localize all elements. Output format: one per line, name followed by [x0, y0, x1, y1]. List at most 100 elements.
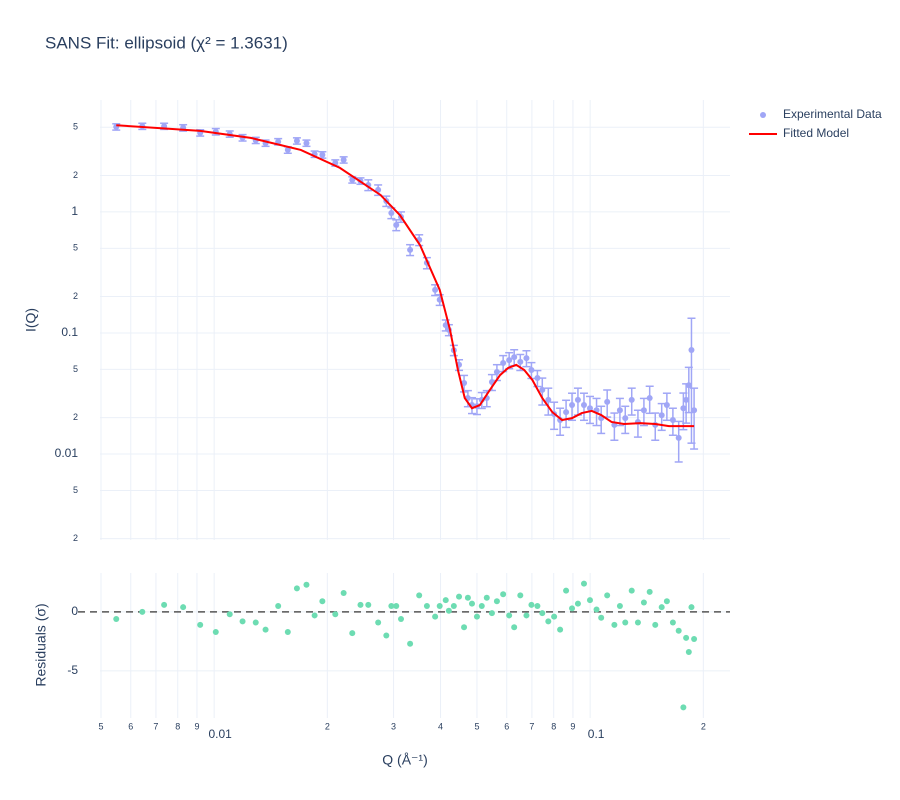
- data-point: [663, 402, 670, 409]
- residual-point: [506, 612, 513, 619]
- error-bar: [690, 387, 699, 450]
- residual-point: [569, 605, 576, 612]
- y-tick-label: 0: [71, 604, 78, 618]
- residual-point: [212, 628, 219, 635]
- residual-point: [468, 600, 475, 607]
- residual-point: [483, 594, 490, 601]
- residual-point: [628, 587, 635, 594]
- residual-point: [397, 615, 404, 622]
- data-point: [675, 434, 682, 441]
- residual-point: [604, 592, 611, 599]
- residual-point: [616, 603, 623, 610]
- residual-point: [534, 603, 541, 610]
- residual-point: [357, 601, 364, 608]
- data-point: [340, 156, 347, 163]
- legend-item: Experimental Data: [760, 107, 882, 121]
- y-tick-label: 5: [73, 485, 78, 495]
- residual-point: [464, 594, 471, 601]
- data-point: [517, 358, 524, 365]
- residual-point: [500, 591, 507, 598]
- residual-point: [557, 626, 564, 633]
- data-point: [622, 415, 629, 422]
- y-tick-label: 5: [73, 243, 78, 253]
- residual-point: [416, 592, 423, 599]
- grid: [100, 100, 730, 718]
- chart-title: SANS Fit: ellipsoid (χ² = 1.3631): [45, 33, 288, 52]
- data-point: [616, 407, 623, 414]
- residual-point: [383, 632, 390, 639]
- data-point: [500, 359, 507, 366]
- x-tick-label: 5: [474, 721, 479, 731]
- legend-label: Experimental Data: [783, 107, 882, 121]
- residual-point: [551, 613, 558, 620]
- residual-point: [388, 603, 395, 610]
- residual-point: [669, 619, 676, 626]
- residual-point: [691, 636, 698, 643]
- residual-point: [517, 592, 524, 599]
- data-point: [293, 137, 300, 144]
- data-point: [545, 396, 552, 403]
- data-point: [640, 407, 647, 414]
- data-point: [303, 140, 310, 147]
- residual-point: [442, 597, 449, 604]
- legend-item: Fitted Model: [749, 126, 849, 140]
- residual-point: [539, 610, 546, 617]
- residual-point: [275, 603, 282, 610]
- error-bar: [674, 420, 683, 463]
- data-point: [349, 176, 356, 183]
- data-point: [688, 347, 695, 354]
- x-tick-label: 3: [391, 721, 396, 731]
- residual-point: [634, 619, 641, 626]
- y-tick-label: 2: [73, 533, 78, 543]
- data-point: [528, 366, 535, 373]
- residual-point: [113, 615, 120, 622]
- model-line: [116, 124, 695, 428]
- y-tick-label: 5: [73, 122, 78, 132]
- residual-point: [675, 627, 682, 634]
- data-point: [580, 402, 587, 409]
- data-point: [628, 396, 635, 403]
- x-tick-label: 0.01: [208, 727, 232, 741]
- residual-point: [478, 603, 485, 610]
- data-point: [432, 286, 439, 293]
- y-tick-label: -5: [67, 663, 78, 677]
- x-tick-label: 7: [529, 721, 534, 731]
- residual-point: [688, 604, 695, 611]
- residual-point: [252, 619, 259, 626]
- residual-point: [180, 604, 187, 611]
- data-point: [563, 409, 570, 416]
- residual-point: [332, 611, 339, 618]
- residual-point: [658, 604, 665, 611]
- x-tick-label: 9: [570, 721, 575, 731]
- residual-point: [407, 640, 414, 647]
- x-tick-label: 4: [438, 721, 443, 731]
- residual-point: [680, 704, 687, 711]
- y-tick-label: 1: [71, 204, 78, 218]
- x-tick-label: 8: [551, 721, 556, 731]
- residual-point: [139, 608, 146, 615]
- data-point: [669, 417, 676, 424]
- residual-point: [284, 628, 291, 635]
- legend-label: Fitted Model: [783, 126, 849, 140]
- x-tick-label: 2: [325, 721, 330, 731]
- residual-point: [593, 606, 600, 613]
- residual-point: [445, 607, 452, 614]
- residual-point: [293, 585, 300, 592]
- legend-marker: [760, 112, 766, 118]
- data-point: [680, 405, 687, 412]
- data-point: [569, 402, 576, 409]
- residual-point: [393, 603, 400, 610]
- residual-point: [461, 624, 468, 631]
- data-point: [574, 396, 581, 403]
- x-tick-label: 7: [153, 721, 158, 731]
- residual-point: [436, 603, 443, 610]
- residual-point: [423, 603, 430, 610]
- residual-point: [340, 590, 347, 597]
- data-point: [493, 369, 500, 376]
- residual-point: [349, 630, 356, 637]
- y-tick-label: 0.01: [55, 446, 79, 460]
- data-point: [691, 407, 698, 414]
- data-point: [534, 374, 541, 381]
- residual-point: [685, 648, 692, 655]
